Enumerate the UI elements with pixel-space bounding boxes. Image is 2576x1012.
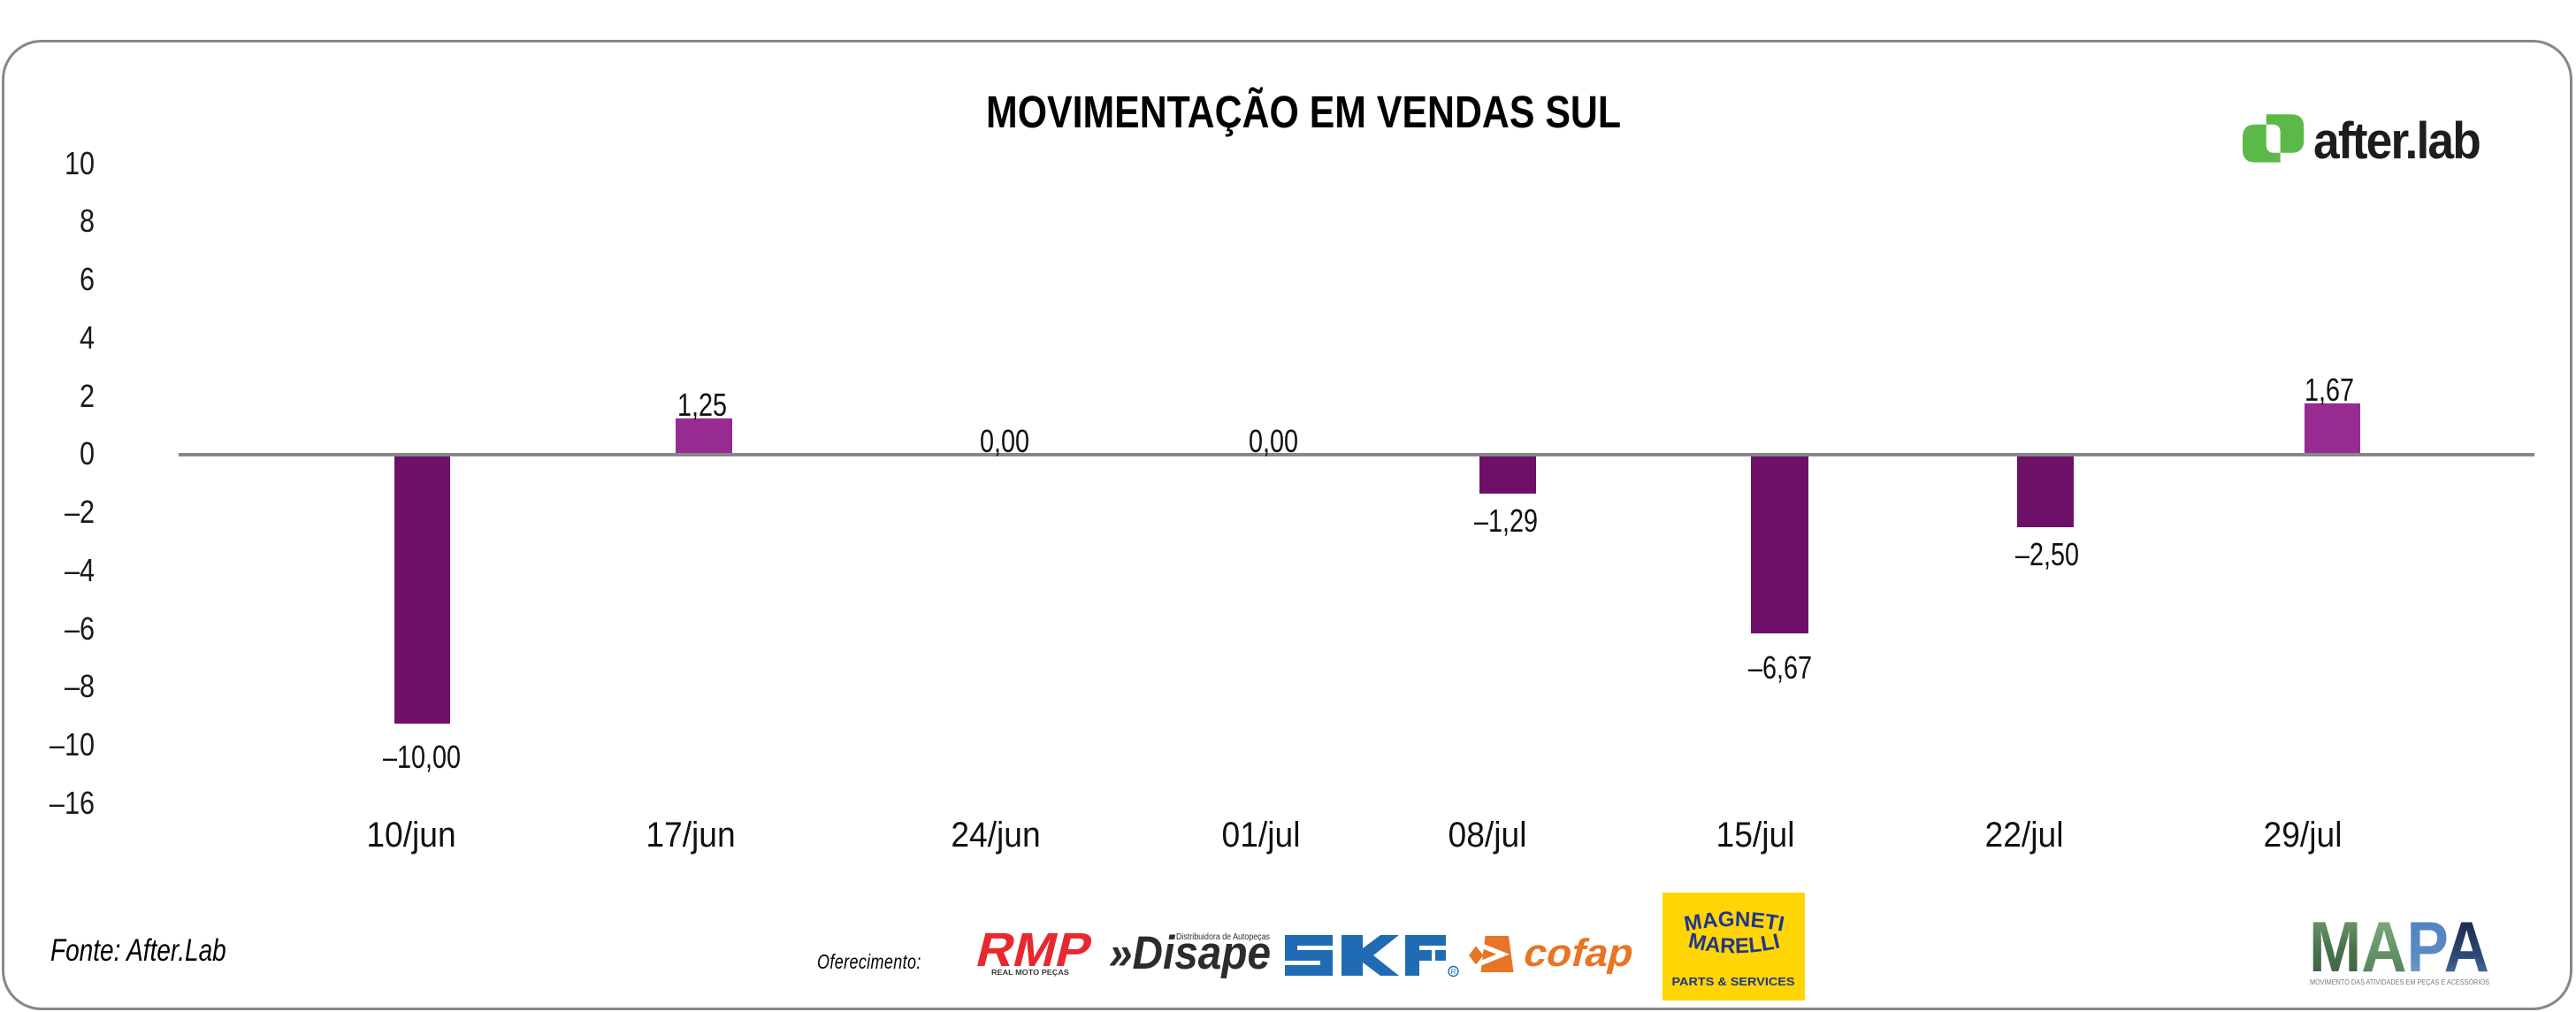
svg-text:»Disape: »Disape: [1109, 927, 1271, 979]
svg-text:MARELLI: MARELLI: [1686, 929, 1782, 959]
svg-text:RMP: RMP: [973, 928, 1097, 977]
svg-text:cofap: cofap: [1519, 936, 1632, 975]
svg-text:Distribuidora de Autopeças: Distribuidora de Autopeças: [1176, 932, 1270, 942]
svg-text:MAPA: MAPA: [2309, 913, 2489, 987]
svg-text:R: R: [1451, 968, 1456, 976]
svg-text:after.lab: after.lab: [2313, 112, 2480, 170]
svg-text:REAL MOTO PEÇAS: REAL MOTO PEÇAS: [991, 968, 1069, 977]
svg-text:PARTS & SERVICES: PARTS & SERVICES: [1672, 975, 1795, 988]
svg-text:MOVIMENTO DAS ATIVIDADES EM PE: MOVIMENTO DAS ATIVIDADES EM PEÇAS E ACES…: [2310, 978, 2489, 986]
